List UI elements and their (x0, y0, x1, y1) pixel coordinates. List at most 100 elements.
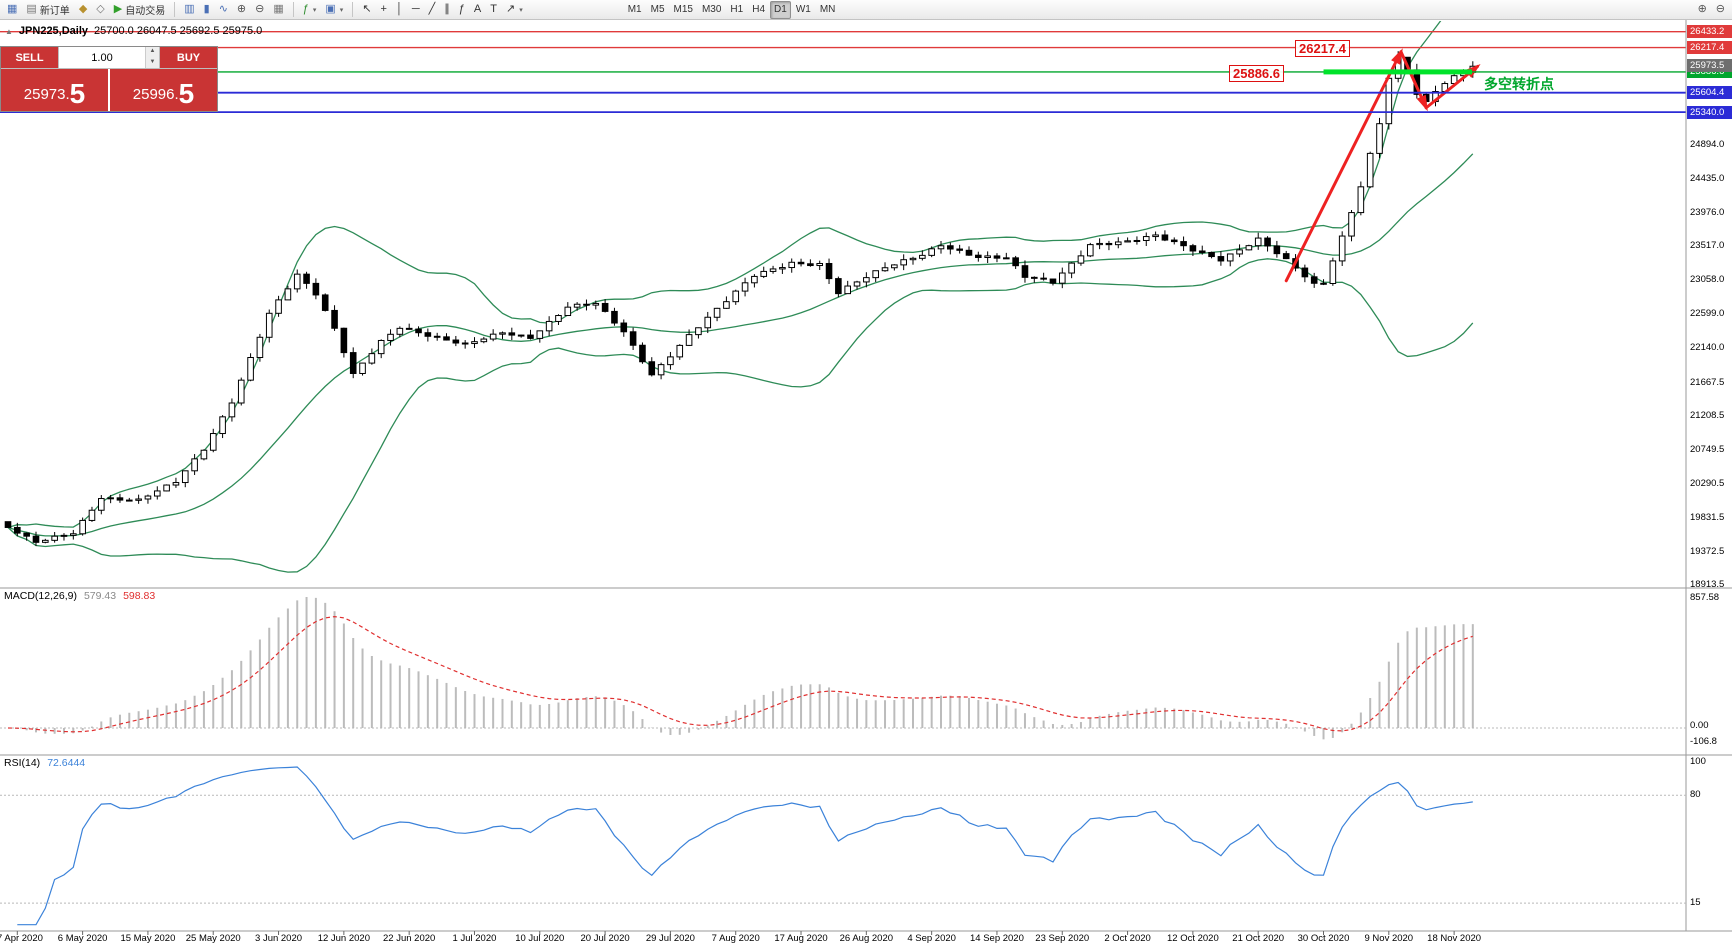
price-scale-tick: 22599.0 (1690, 307, 1725, 319)
candle-body (853, 281, 861, 287)
lot-size-input[interactable]: 1.00 (91, 51, 113, 64)
crosshair-icon-glyph: + (380, 3, 387, 15)
text-icon[interactable]: A (470, 1, 485, 19)
zoom-in-icon[interactable]: ⊕ (233, 1, 250, 19)
lot-size-field: 1.00 ▲ ▼ (58, 47, 160, 68)
crosshair-icon[interactable]: + (377, 1, 391, 19)
candlestick-chart-icon-glyph: ▮ (203, 3, 210, 15)
price-level-label: 25340.0 (1687, 105, 1732, 119)
timeframe-h4[interactable]: H4 (748, 1, 769, 19)
fibonacci-icon[interactable]: ƒ (455, 1, 469, 19)
candle-body (1376, 123, 1383, 154)
macd-main-value: 579.43 (83, 590, 117, 602)
candle-body (1226, 253, 1234, 262)
candle-body (1170, 239, 1178, 243)
timeframe-mn[interactable]: MN (816, 1, 840, 19)
toolbar-separator (292, 2, 294, 17)
scripts-icon[interactable]: ◇ (92, 1, 108, 19)
sell-price-display[interactable]: 25973. 5 (1, 69, 108, 111)
buy-button[interactable]: BUY (160, 47, 217, 68)
candle-body (424, 332, 432, 337)
bar-chart-icon[interactable]: ▥ (180, 1, 198, 19)
autotrading-button[interactable]: ▶ 自动交易 (110, 1, 169, 19)
candle-body (629, 331, 637, 346)
new-order-button[interactable]: ▤ 新订单 (22, 1, 73, 19)
price-callout-25886[interactable]: 25886.6 (1229, 65, 1284, 82)
candle-body (499, 332, 506, 335)
expert-advisors-icon[interactable]: ◆ (75, 1, 91, 19)
date-axis-label: 21 Oct 2020 (1232, 933, 1285, 944)
candle-body (1161, 234, 1169, 241)
chart-symbol-period: JPN225,Daily (18, 25, 89, 37)
chart-window-icon[interactable]: ▦ (3, 1, 21, 19)
timeframe-m15[interactable]: M15 (670, 1, 697, 19)
turning-point-note[interactable]: 多空转折点 (1484, 76, 1554, 92)
candle-body (620, 322, 628, 333)
button-label: M5 (650, 4, 665, 15)
candle-body (1058, 272, 1066, 284)
panel-collapse-icon[interactable]: ▲ (5, 26, 13, 36)
cursor-icon[interactable]: ↖ (358, 1, 375, 19)
candle-body (42, 539, 49, 543)
candle-body (891, 264, 898, 269)
timeframe-group: M1 M5 M15 M30 H1 H4 D1 W1 MN (624, 0, 840, 19)
arrows-icon[interactable]: ↗ ▾ (502, 1, 527, 19)
magnifier-minus-icon[interactable]: ⊖ (1712, 1, 1729, 19)
candle-body (303, 273, 310, 284)
candle-body (1217, 256, 1225, 262)
candle-body (443, 336, 450, 341)
candle-body (471, 341, 478, 345)
tile-windows-icon[interactable]: ▦ (269, 1, 287, 19)
candle-body (975, 254, 982, 258)
price-callout-26217[interactable]: 26217.4 (1295, 40, 1350, 57)
objects-icon[interactable]: ▣ ▾ (321, 1, 347, 19)
candle-body (713, 307, 721, 318)
trend-arrow-line[interactable] (1284, 50, 1403, 283)
channel-icon[interactable]: ∥ (440, 1, 454, 19)
price-scale-tick: 18913.5 (1690, 579, 1725, 591)
sell-button[interactable]: SELL (1, 47, 58, 68)
lot-decrease-button[interactable]: ▼ (146, 57, 159, 68)
timeframe-d1[interactable]: D1 (770, 0, 791, 19)
candle-body (844, 285, 852, 295)
price-scale-tick: 23517.0 (1690, 240, 1725, 252)
button-label: 自动交易 (125, 6, 166, 17)
button-label: 新订单 (39, 6, 70, 17)
date-axis-label: 14 Sep 2020 (969, 933, 1024, 944)
buy-price-display[interactable]: 25996. 5 (110, 69, 217, 111)
timeframe-m5[interactable]: M5 (647, 1, 669, 19)
candle-body (125, 499, 133, 502)
candle-body (723, 301, 730, 309)
timeframe-m1[interactable]: M1 (624, 1, 646, 19)
candle-body (536, 330, 544, 339)
zoom-out-icon[interactable]: ⊖ (251, 1, 268, 19)
candle-body (1180, 241, 1187, 247)
price-scale-tick: 24435.0 (1690, 172, 1725, 184)
macd-scale-tick: 0.00 (1690, 720, 1709, 731)
horizontal-line-icon[interactable]: ─ (408, 1, 424, 19)
candlestick-chart-icon[interactable]: ▮ (200, 1, 214, 19)
candle-body (79, 519, 86, 535)
candle-body (816, 262, 824, 267)
candle-body (881, 267, 889, 272)
zoom-out-icon-glyph: ⊖ (255, 3, 265, 15)
timeframe-h1[interactable]: H1 (726, 1, 747, 19)
line-chart-icon[interactable]: ∿ (215, 1, 232, 19)
magnifier-plus-icon[interactable]: ⊕ (1694, 1, 1711, 19)
indicators-icon[interactable]: ƒ ▾ (299, 1, 321, 19)
trend-arrow-head[interactable] (1465, 64, 1481, 78)
arrows-icon-glyph: ↗ (505, 3, 516, 15)
bar-chart-icon-glyph: ▥ (184, 3, 195, 15)
label-icon[interactable]: T (486, 1, 501, 19)
main-chart-group (4, 21, 1481, 573)
candle-body (807, 263, 814, 267)
lot-increase-button[interactable]: ▲ (146, 47, 159, 58)
support-highlight-segment[interactable] (1323, 69, 1472, 75)
trendline-icon[interactable]: ╱ (425, 1, 440, 19)
timeframe-w1[interactable]: W1 (792, 1, 815, 19)
timeframe-m30[interactable]: M30 (698, 1, 725, 19)
candle-body (648, 361, 656, 376)
vertical-line-icon[interactable]: │ (392, 1, 407, 19)
candle-body (1264, 237, 1271, 247)
